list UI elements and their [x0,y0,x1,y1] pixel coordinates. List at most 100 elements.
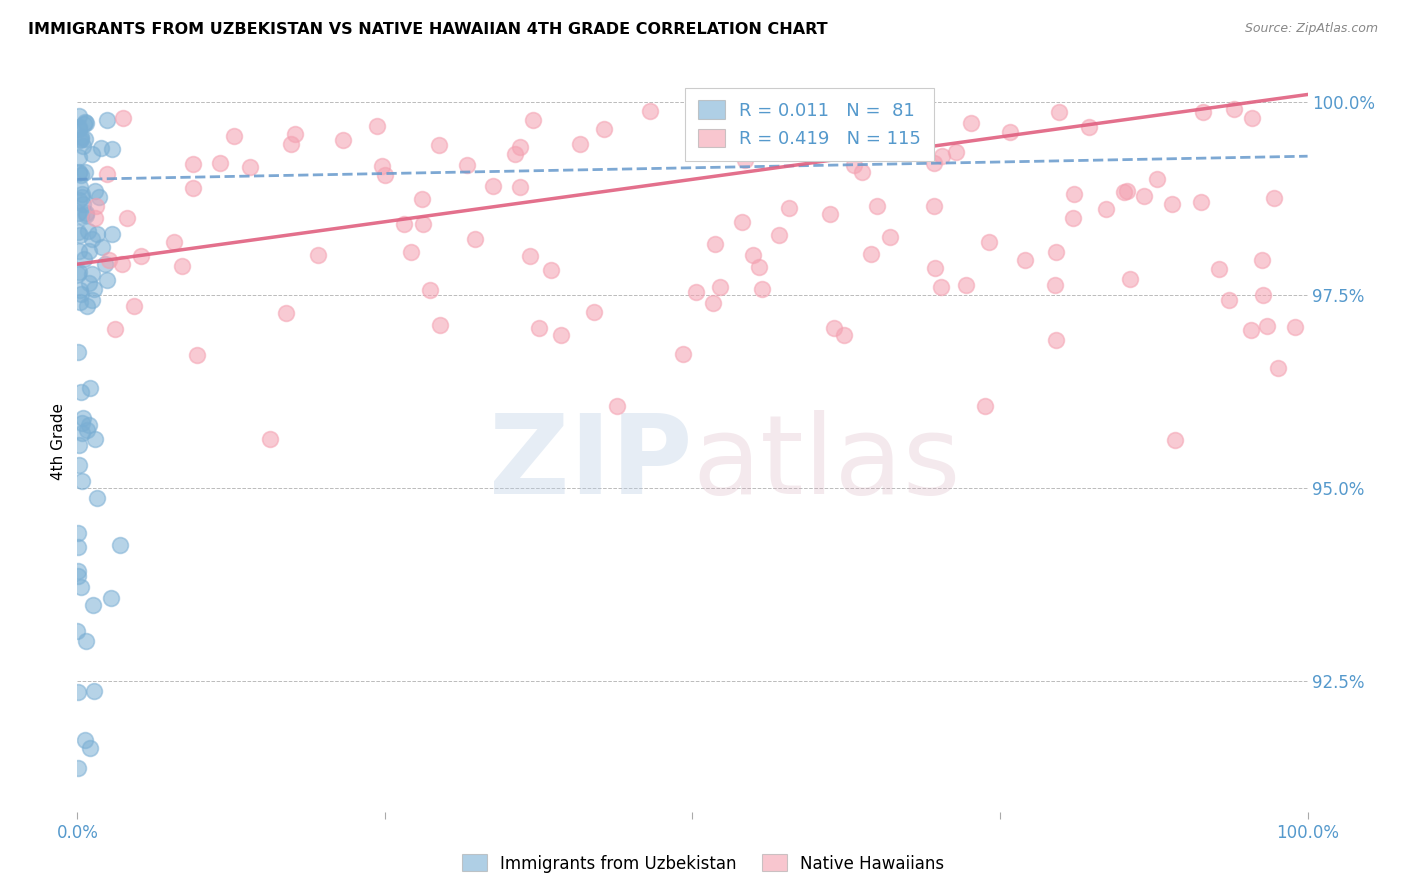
Point [1284,320,1306,334]
Point [1146,172,1168,186]
Point [67,193,90,207]
Point [73,252,96,266]
Point [66,624,89,638]
Point [84,432,107,446]
Point [793,96,815,111]
Y-axis label: 4th Grade: 4th Grade [51,403,66,480]
Point [922,155,945,169]
Point [69,283,91,297]
Point [70,189,93,203]
Point [1251,288,1274,302]
Point [100,591,122,605]
Point [412,217,434,231]
Point [104,322,127,336]
Point [117,211,139,225]
Point [974,400,997,414]
Point [72,139,94,153]
Point [366,120,388,134]
Point [101,142,124,156]
Point [683,128,706,142]
Point [879,230,901,244]
Point [1062,211,1084,225]
Point [1078,120,1101,134]
Point [945,145,967,160]
Point [209,156,232,170]
Point [332,133,354,147]
Point [751,282,773,296]
Point [720,103,742,118]
Point [69,384,91,399]
Point [998,125,1021,139]
Point [172,259,194,273]
Point [70,474,93,488]
Point [70,187,93,202]
Point [371,159,394,173]
Point [685,285,707,299]
Point [82,598,104,612]
Point [709,280,731,294]
Point [1161,197,1184,211]
Point [374,168,396,182]
Point [80,232,103,246]
Point [522,112,544,127]
Point [1114,185,1136,199]
Point [866,199,889,213]
Point [69,228,91,243]
Point [606,399,628,413]
Point [429,318,451,332]
Point [482,179,505,194]
Point [1218,293,1240,307]
Point [70,416,93,430]
Point [67,540,90,554]
Point [519,249,541,263]
Text: atlas: atlas [693,410,960,517]
Point [239,161,262,175]
Point [1164,433,1187,447]
Point [67,265,90,279]
Point [129,249,152,263]
Point [76,299,98,313]
Point [977,235,1000,249]
Point [860,247,883,261]
Legend: Immigrants from Uzbekistan, Native Hawaiians: Immigrants from Uzbekistan, Native Hawai… [456,847,950,880]
Point [1133,188,1156,202]
Point [672,347,695,361]
Point [1045,244,1067,259]
Point [100,227,122,241]
Point [832,328,855,343]
Point [67,151,90,165]
Point [66,761,89,775]
Point [924,260,946,275]
Point [79,740,101,755]
Point [259,433,281,447]
Point [776,112,799,126]
Point [75,208,97,222]
Point [75,634,97,648]
Point [419,283,441,297]
Point [97,252,120,267]
Point [72,410,94,425]
Point [569,136,592,151]
Point [929,279,952,293]
Point [181,157,204,171]
Point [1208,261,1230,276]
Point [1240,323,1263,337]
Point [274,306,297,320]
Point [66,526,89,541]
Point [70,286,93,301]
Point [67,166,90,180]
Point [1063,187,1085,202]
Point [1267,360,1289,375]
Point [851,165,873,179]
Point [529,321,551,335]
Point [96,113,118,128]
Point [922,199,945,213]
Point [67,438,90,452]
Point [69,244,91,258]
Point [778,202,800,216]
Point [540,263,562,277]
Point [1192,105,1215,120]
Point [509,140,531,154]
Point [67,345,90,359]
Point [695,107,717,121]
